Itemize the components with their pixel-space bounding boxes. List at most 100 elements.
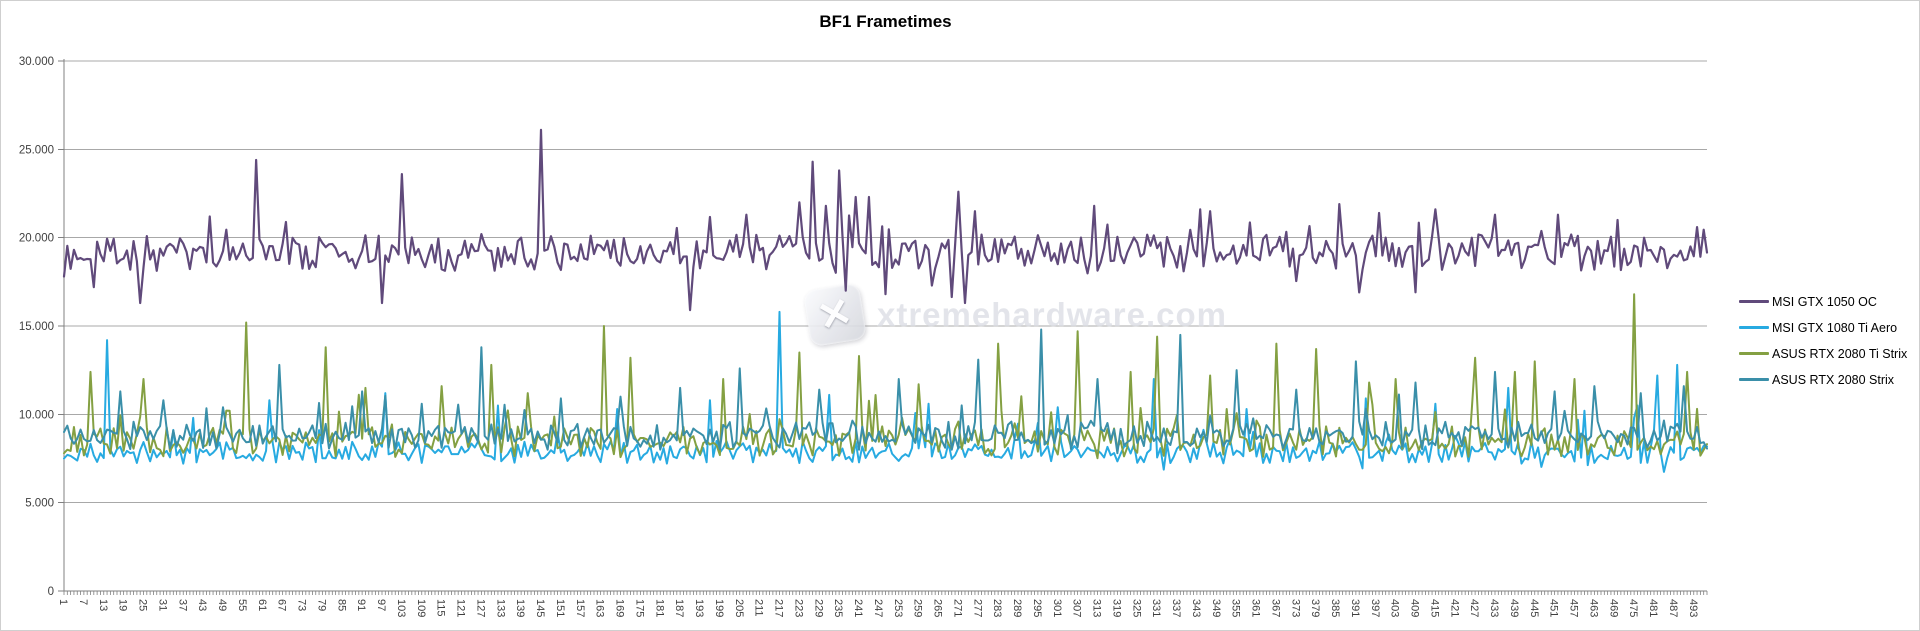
- x-tick-label: 181: [653, 599, 665, 617]
- x-tick-label: 271: [951, 599, 963, 617]
- x-tick-label: 475: [1627, 599, 1639, 617]
- x-tick-label: 367: [1269, 599, 1281, 617]
- gridlines: [64, 60, 1707, 504]
- legend-label-1: MSI GTX 1080 Ti Aero: [1772, 320, 1898, 335]
- x-tick-label: 379: [1309, 599, 1321, 617]
- x-tick-label: 355: [1230, 599, 1242, 617]
- x-tick-label: 67: [276, 599, 288, 611]
- y-tick-label: 0: [48, 586, 54, 598]
- legend-item-1: MSI GTX 1080 Ti Aero: [1739, 319, 1907, 336]
- x-tick-label: 19: [117, 599, 129, 611]
- x-tick-label: 349: [1210, 599, 1222, 617]
- x-tick-label: 463: [1587, 599, 1599, 617]
- x-tick-label: 277: [971, 599, 983, 617]
- x-tick-label: 103: [395, 599, 407, 617]
- x-tick-label: 283: [991, 599, 1003, 617]
- y-tick-label: 25.000: [19, 144, 54, 156]
- legend-item-3: ASUS RTX 2080 Strix: [1739, 371, 1907, 388]
- x-tick-label: 61: [256, 599, 268, 611]
- x-tick-label: 247: [872, 599, 884, 617]
- x-tick-label: 451: [1548, 599, 1560, 617]
- x-tick-label: 319: [1110, 599, 1122, 617]
- x-tick-label: 79: [315, 599, 327, 611]
- x-tick-label: 1: [57, 599, 69, 605]
- chart-title: BF1 Frametimes: [819, 12, 952, 31]
- x-tick-label: 415: [1428, 599, 1440, 617]
- x-tick-label: 307: [1071, 599, 1083, 617]
- x-tick-label: 25: [137, 599, 149, 611]
- x-tick-label: 223: [792, 599, 804, 617]
- x-tick-label: 409: [1409, 599, 1421, 617]
- x-tick-label: 121: [455, 599, 467, 617]
- x-tick-label: 439: [1508, 599, 1520, 617]
- y-tick-label: 15.000: [19, 321, 54, 333]
- x-tick-label: 97: [375, 599, 387, 611]
- x-tick-label: 361: [1250, 599, 1262, 617]
- x-tick-label: 85: [335, 599, 347, 611]
- x-tick-label: 133: [494, 599, 506, 617]
- x-tick-label: 457: [1568, 599, 1580, 617]
- x-tick-label: 187: [673, 599, 685, 617]
- x-tick-label: 403: [1389, 599, 1401, 617]
- x-tick-label: 199: [713, 599, 725, 617]
- x-tick-label: 37: [176, 599, 188, 611]
- x-tick-label: 217: [773, 599, 785, 617]
- x-tick-label: 337: [1170, 599, 1182, 617]
- series-line-0: [62, 128, 1709, 312]
- x-tick-label: 175: [633, 599, 645, 617]
- legend-swatch-0: [1739, 300, 1769, 303]
- x-tick-label: 469: [1607, 599, 1619, 617]
- x-tick-label: 91: [355, 599, 367, 611]
- x-tick-label: 55: [236, 599, 248, 611]
- x-tick-label: 127: [474, 599, 486, 617]
- x-tick-label: 385: [1329, 599, 1341, 617]
- x-tick-label: 313: [1091, 599, 1103, 617]
- x-tick-label: 235: [832, 599, 844, 617]
- x-tick-label: 301: [1051, 599, 1063, 617]
- chart-legend: MSI GTX 1050 OC MSI GTX 1080 Ti Aero ASUS …: [1739, 293, 1907, 388]
- x-tick-marks: [63, 591, 1708, 595]
- legend-label-0: MSI GTX 1050 OC: [1772, 294, 1877, 309]
- y-tick-label: 30.000: [19, 56, 54, 68]
- x-tick-label: 331: [1150, 599, 1162, 617]
- y-tick-marks: [58, 60, 64, 592]
- legend-swatch-1: [1739, 326, 1769, 329]
- y-tick-label: 5.000: [25, 498, 54, 510]
- x-tick-label: 433: [1488, 599, 1500, 617]
- y-tick-label: 10.000: [19, 409, 54, 421]
- legend-item-2: ASUS RTX 2080 Ti Strix: [1739, 345, 1907, 362]
- x-tick-label: 139: [514, 599, 526, 617]
- x-tick-label: 373: [1289, 599, 1301, 617]
- x-tick-label: 31: [156, 599, 168, 611]
- x-tick-label: 193: [693, 599, 705, 617]
- x-tick-label: 265: [932, 599, 944, 617]
- x-tick-label: 445: [1528, 599, 1540, 617]
- y-tick-label: 20.000: [19, 233, 54, 245]
- x-tick-label: 229: [812, 599, 824, 617]
- series-line-3: [63, 328, 1708, 455]
- series-line-1: [63, 310, 1708, 473]
- series-line-2: [63, 293, 1708, 460]
- legend-item-0: MSI GTX 1050 OC: [1739, 293, 1907, 310]
- x-tick-label: 115: [435, 599, 447, 617]
- x-tick-label: 343: [1190, 599, 1202, 617]
- x-tick-label: 289: [1011, 599, 1023, 617]
- x-tick-label: 43: [196, 599, 208, 611]
- x-tick-label: 7: [77, 599, 89, 605]
- x-tick-label: 253: [892, 599, 904, 617]
- x-tick-label: 109: [415, 599, 427, 617]
- x-tick-label: 481: [1647, 599, 1659, 617]
- x-tick-label: 241: [852, 599, 864, 617]
- x-tick-label: 487: [1667, 599, 1679, 617]
- x-tick-label: 151: [554, 599, 566, 617]
- x-tick-label: 259: [912, 599, 924, 617]
- x-tick-label: 421: [1448, 599, 1460, 617]
- x-tick-label: 211: [753, 599, 765, 617]
- legend-swatch-2: [1739, 352, 1769, 355]
- x-tick-label: 493: [1687, 599, 1699, 617]
- x-tick-label: 427: [1468, 599, 1480, 617]
- legend-label-2: ASUS RTX 2080 Ti Strix: [1772, 346, 1908, 361]
- legend-label-3: ASUS RTX 2080 Strix: [1772, 372, 1895, 387]
